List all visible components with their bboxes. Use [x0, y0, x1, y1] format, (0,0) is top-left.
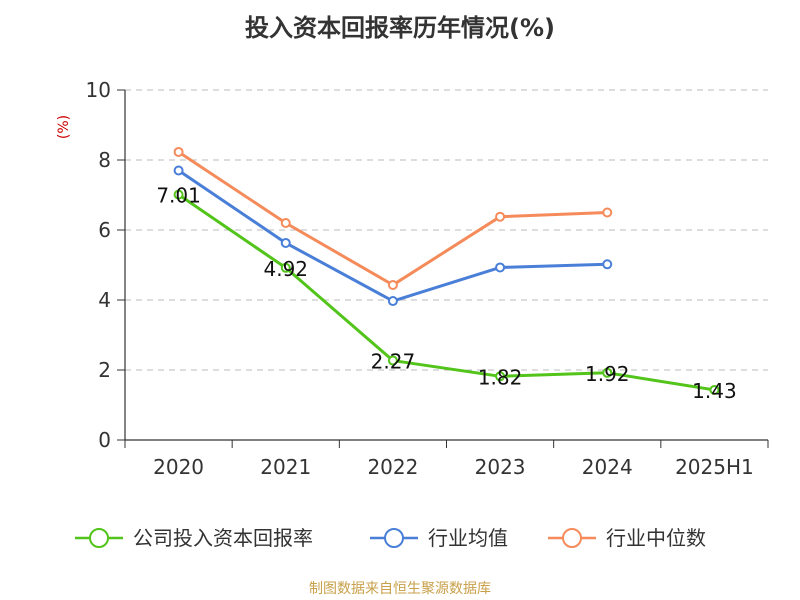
legend-label: 公司投入资本回报率	[133, 526, 313, 550]
data-label: 1.43	[692, 379, 737, 403]
x-tick-label: 2025H1	[675, 455, 754, 479]
data-point	[387, 279, 398, 290]
x-tick-label: 2021	[260, 455, 311, 479]
data-label: 1.92	[585, 362, 630, 386]
data-point	[387, 296, 398, 307]
data-labels: 7.01 4.92 2.27 1.82 1.92 1.43	[156, 184, 736, 403]
y-tick-label: 6	[98, 218, 111, 242]
data-point	[387, 355, 398, 366]
data-point	[280, 262, 291, 273]
data-point	[602, 367, 613, 378]
legend-label: 行业均值	[428, 526, 508, 550]
grid-lines	[125, 89, 768, 371]
tick-labels: 0 2 4 6 8 10 2020 2021 2022 2023 2024 2025H1	[86, 78, 754, 479]
y-tick-label: 10	[86, 78, 111, 102]
legend: 公司投入资本回报率 行业均值 行业中位数	[75, 526, 706, 550]
data-point	[173, 165, 184, 176]
data-point	[173, 189, 184, 200]
y-axis-label: (%)	[56, 115, 72, 139]
data-point	[602, 259, 613, 270]
y-tick-label: 2	[98, 358, 111, 382]
data-point	[280, 218, 291, 228]
series-line	[177, 193, 715, 392]
data-point	[602, 207, 613, 218]
chart-title: 投入资本回报率历年情况(%)	[245, 14, 555, 42]
x-tick-label: 2020	[153, 455, 204, 479]
x-tick-label: 2023	[475, 455, 526, 479]
y-tick-label: 0	[98, 428, 111, 452]
data-point	[495, 211, 506, 222]
y-tick-label: 4	[98, 288, 111, 312]
x-tick-label: 2024	[582, 455, 633, 479]
data-point	[495, 262, 506, 273]
data-label: 4.92	[263, 257, 308, 281]
data-label: 2.27	[371, 350, 416, 374]
data-label: 7.01	[156, 184, 201, 208]
data-point	[173, 146, 184, 157]
data-label: 1.82	[478, 365, 523, 389]
legend-marker	[89, 528, 109, 548]
legend-marker	[384, 528, 404, 548]
data-point	[709, 384, 720, 395]
legend-marker	[562, 528, 582, 548]
x-tick-label: 2022	[367, 455, 418, 479]
legend-label: 行业中位数	[606, 526, 706, 550]
axes	[117, 89, 769, 448]
series-lines	[173, 146, 720, 395]
data-point	[495, 371, 506, 382]
data-point	[280, 237, 291, 248]
source-note: 制图数据来自恒生聚源数据库	[309, 581, 491, 597]
y-tick-label: 8	[98, 148, 111, 172]
